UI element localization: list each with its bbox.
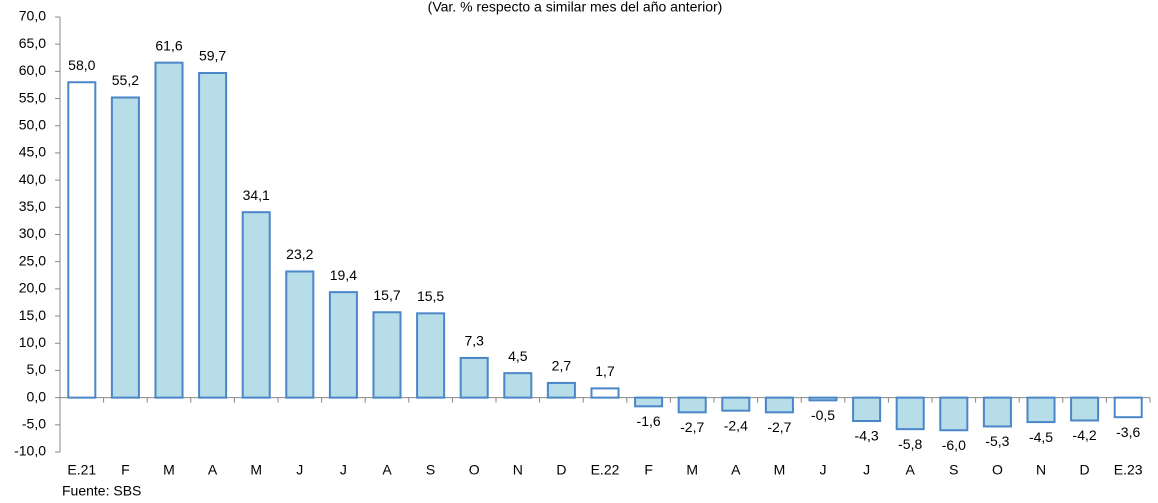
- x-tick-label: J: [296, 462, 303, 478]
- value-label: 55,2: [112, 72, 139, 88]
- y-tick-label: 50,0: [19, 116, 46, 132]
- bar: [372, 311, 402, 399]
- bar: [590, 387, 620, 399]
- source-note: Fuente: SBS: [62, 483, 141, 499]
- value-label: -5,3: [985, 433, 1009, 449]
- value-label: 2,7: [552, 358, 572, 374]
- bar: [677, 396, 707, 414]
- bar: [503, 372, 533, 399]
- x-tick-label: O: [992, 462, 1003, 478]
- value-label: 23,2: [286, 246, 313, 262]
- x-tick-label: N: [513, 462, 523, 478]
- value-label: 7,3: [464, 333, 484, 349]
- x-tick-label: A: [208, 462, 218, 478]
- value-label: -2,4: [724, 417, 748, 433]
- value-label: 15,5: [417, 288, 444, 304]
- bar: [1113, 396, 1143, 419]
- value-label: 19,4: [330, 267, 357, 283]
- bar: [110, 96, 140, 399]
- bar: [546, 381, 576, 399]
- bar: [285, 270, 315, 399]
- x-tick-label: E.23: [1114, 462, 1143, 478]
- value-label: 4,5: [508, 348, 528, 364]
- y-tick-label: 55,0: [19, 89, 46, 105]
- value-label: -6,0: [942, 437, 966, 453]
- bar: [416, 312, 446, 399]
- x-tick-label: M: [163, 462, 175, 478]
- value-label: 58,0: [68, 57, 95, 73]
- chart-title: (Var. % respecto a similar mes del año a…: [428, 0, 723, 15]
- value-label: 1,7: [595, 363, 615, 379]
- value-label: 15,7: [373, 287, 400, 303]
- value-label: -5,8: [898, 436, 922, 452]
- y-tick-label: 20,0: [19, 280, 46, 296]
- bar: [939, 396, 969, 432]
- bar: [328, 291, 358, 399]
- bar: [459, 356, 489, 399]
- value-label: -2,7: [767, 419, 791, 435]
- x-tick-label: E.21: [67, 462, 96, 478]
- x-tick-label: O: [469, 462, 480, 478]
- y-tick-label: 5,0: [27, 361, 47, 377]
- y-tick-label: 70,0: [19, 8, 46, 24]
- x-tick-label: D: [1080, 462, 1090, 478]
- value-label: -0,5: [811, 407, 835, 423]
- bar: [154, 61, 184, 399]
- bar: [982, 396, 1012, 428]
- x-tick-label: J: [863, 462, 870, 478]
- y-tick-label: 15,0: [19, 307, 46, 323]
- y-tick-label: 40,0: [19, 171, 46, 187]
- bar: [764, 396, 794, 414]
- x-tick-label: A: [731, 462, 741, 478]
- y-tick-label: -5,0: [22, 416, 46, 432]
- bar: [67, 81, 97, 399]
- value-label: -1,6: [637, 413, 661, 429]
- x-tick-label: S: [949, 462, 958, 478]
- bar: [721, 396, 751, 412]
- x-tick-label: D: [556, 462, 566, 478]
- value-label: 59,7: [199, 48, 226, 64]
- x-tick-label: J: [820, 462, 827, 478]
- x-tick-label: E.22: [591, 462, 620, 478]
- bar: [808, 396, 838, 402]
- x-tick-label: F: [644, 462, 653, 478]
- y-tick-label: 65,0: [19, 35, 46, 51]
- bar: [634, 396, 664, 408]
- x-tick-label: M: [250, 462, 262, 478]
- x-tick-label: M: [686, 462, 698, 478]
- value-label: -4,2: [1073, 427, 1097, 443]
- y-tick-label: 35,0: [19, 198, 46, 214]
- value-label: -4,5: [1029, 429, 1053, 445]
- value-label: -2,7: [680, 419, 704, 435]
- x-tick-label: J: [340, 462, 347, 478]
- bar: [895, 396, 925, 431]
- x-tick-label: N: [1036, 462, 1046, 478]
- value-label: -3,6: [1116, 424, 1140, 440]
- y-tick-label: 30,0: [19, 225, 46, 241]
- bar: [852, 396, 882, 423]
- bar: [198, 72, 228, 399]
- value-label: -4,3: [855, 428, 879, 444]
- y-tick-label: 45,0: [19, 144, 46, 160]
- y-tick-label: 25,0: [19, 252, 46, 268]
- y-tick-label: 10,0: [19, 334, 46, 350]
- value-label: 34,1: [243, 187, 270, 203]
- y-tick-label: 60,0: [19, 62, 46, 78]
- bar: [1026, 396, 1056, 424]
- x-tick-label: A: [382, 462, 392, 478]
- x-tick-label: F: [121, 462, 130, 478]
- y-tick-label: 0,0: [27, 388, 47, 404]
- x-tick-label: S: [426, 462, 435, 478]
- bar: [241, 211, 271, 399]
- x-tick-label: M: [774, 462, 786, 478]
- bar: [1070, 396, 1100, 422]
- y-tick-label: -10,0: [14, 443, 46, 459]
- x-tick-label: A: [906, 462, 916, 478]
- value-label: 61,6: [155, 37, 182, 53]
